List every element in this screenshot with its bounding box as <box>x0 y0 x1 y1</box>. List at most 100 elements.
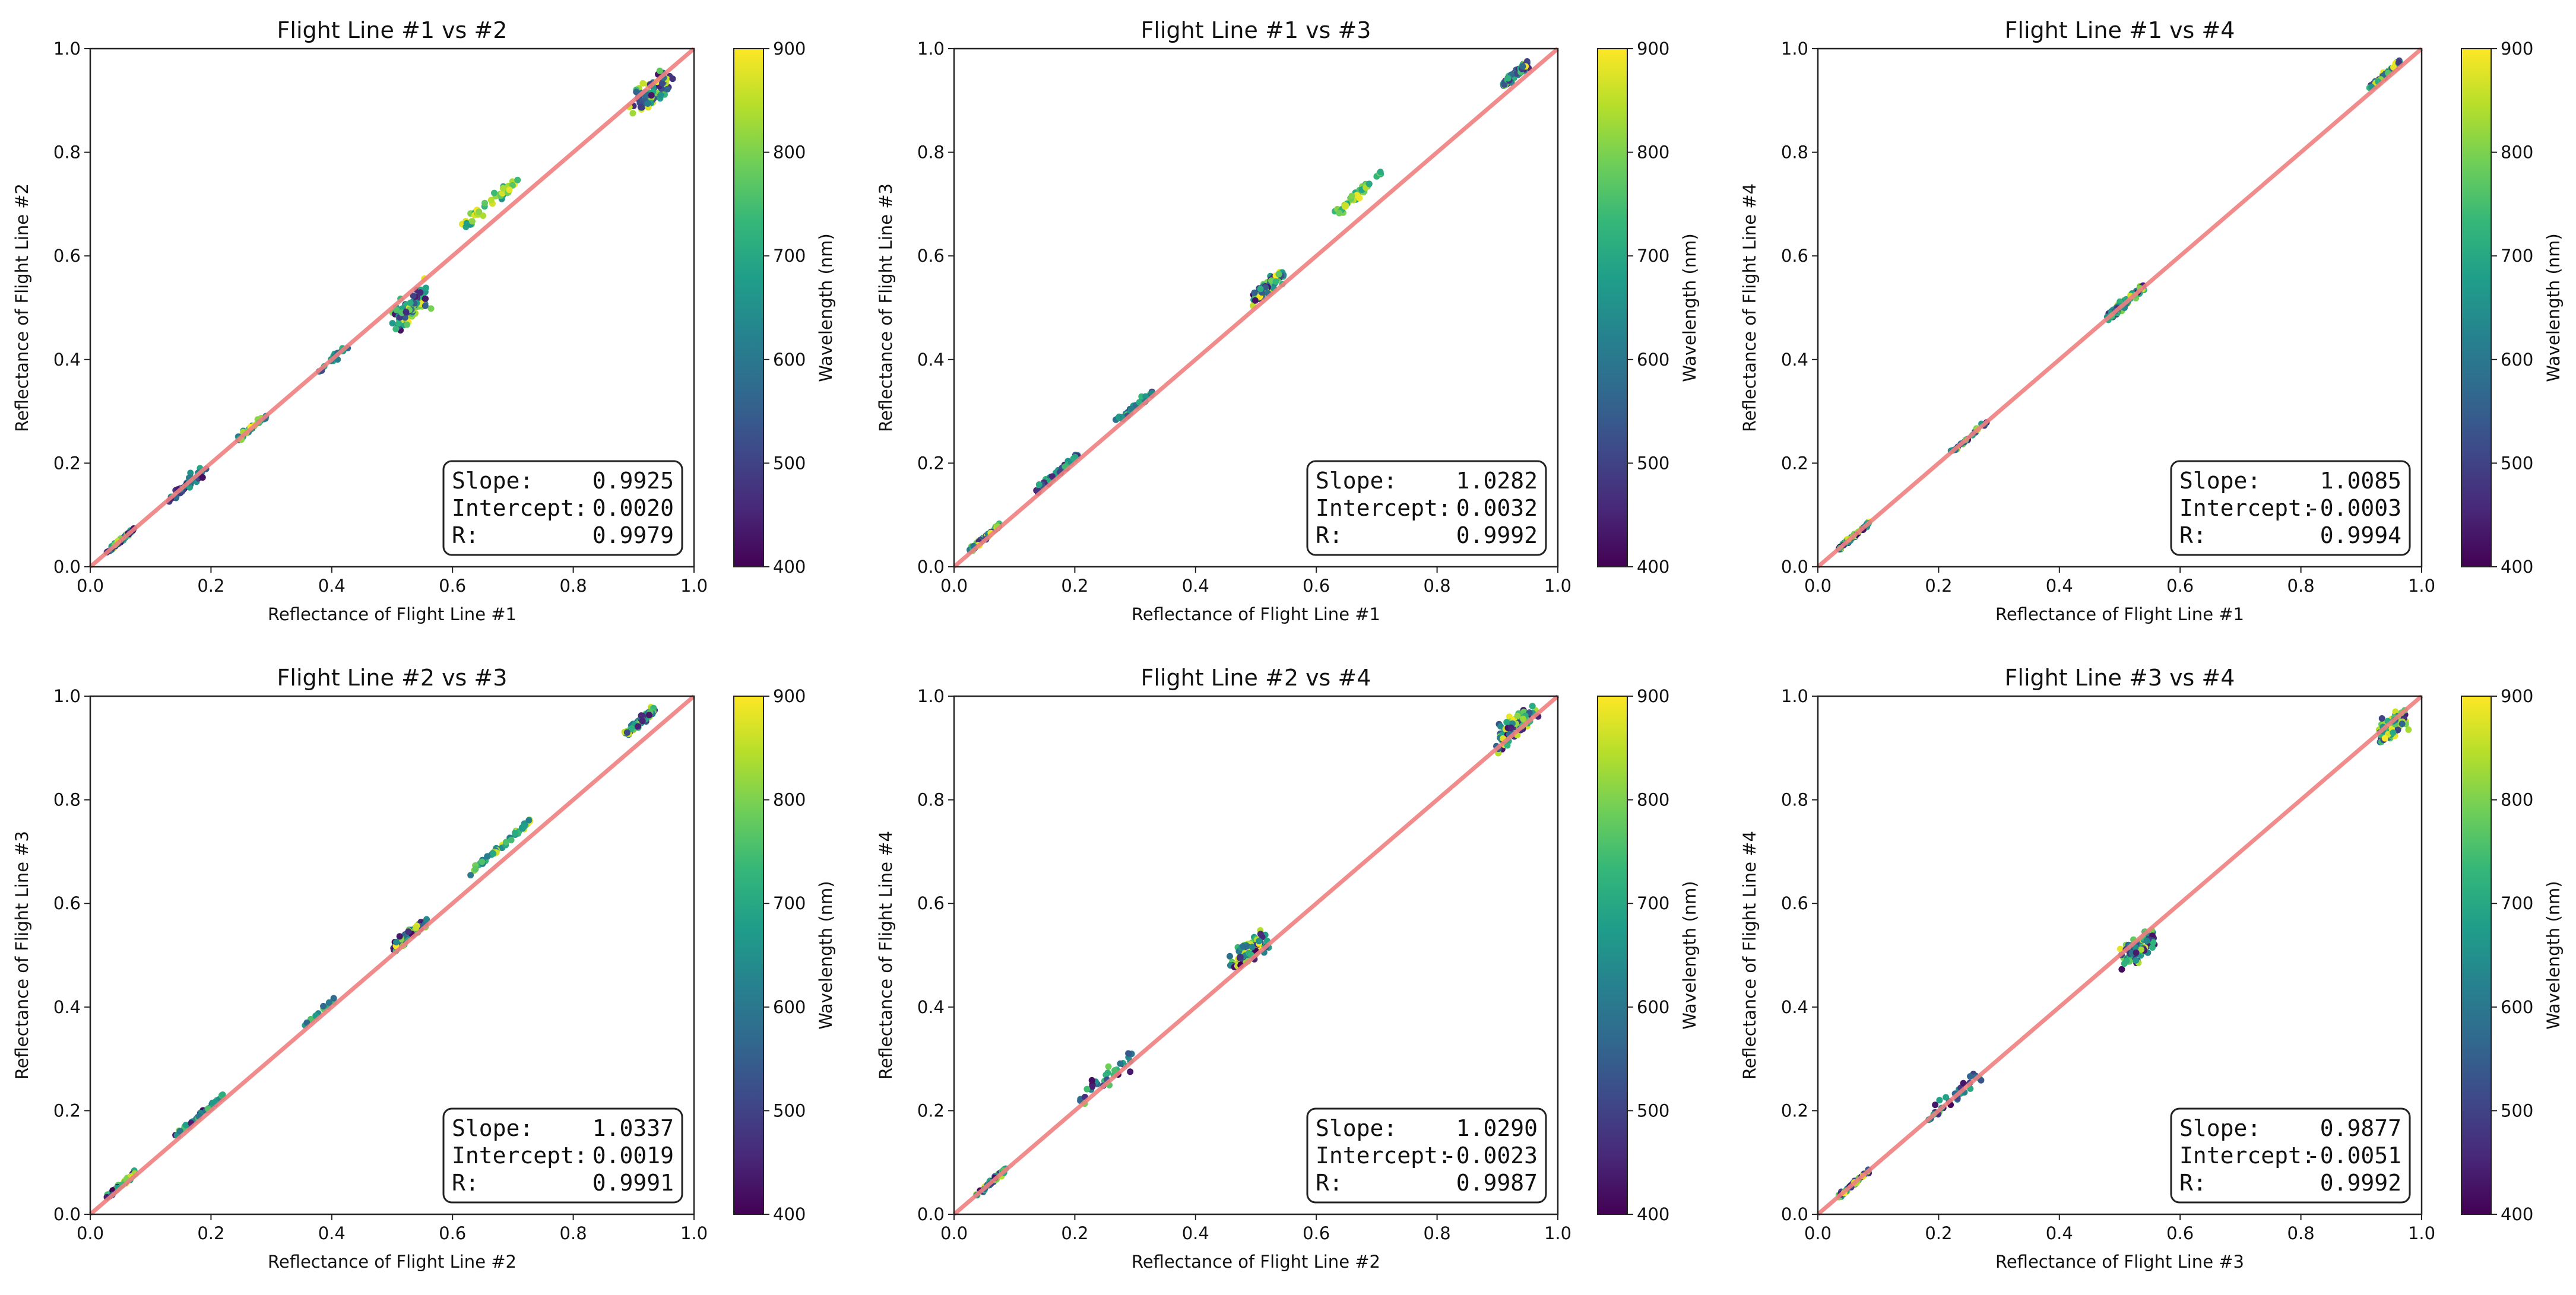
data-point <box>638 712 645 719</box>
stats-label-slope: Slope: <box>452 468 533 494</box>
x-tick-label: 0.8 <box>2287 576 2315 596</box>
colorbar-tick-label: 700 <box>1637 893 1669 913</box>
subplot-title: Flight Line #1 vs #2 <box>277 17 508 43</box>
data-point <box>1529 703 1536 710</box>
data-point <box>1256 938 1263 945</box>
x-tick-label: 0.4 <box>1182 1223 1209 1243</box>
data-point <box>648 92 655 99</box>
x-tick-label: 1.0 <box>1544 1223 1571 1243</box>
subplot-3: Flight Line #1 vs #4 0.00.0 0.2 0.2 0.4 0.4 0.… <box>1739 17 2564 624</box>
stats-label-slope: Slope: <box>1316 468 1397 494</box>
subplot-4: Flight Line #2 vs #3 0.00.0 0.2 0.2 0.4 0.4 0.… <box>12 665 836 1272</box>
data-point <box>521 823 528 830</box>
data-point <box>389 320 396 327</box>
colorbar-tick-label: 700 <box>1637 246 1669 266</box>
y-tick-label: 0.6 <box>53 246 81 266</box>
colorbar-label: Wavelength (nm) <box>1680 881 1700 1030</box>
y-tick-label: 0.2 <box>917 1100 945 1121</box>
data-point <box>393 306 400 313</box>
data-point <box>325 999 332 1006</box>
x-tick-label: 0.2 <box>1925 576 1952 596</box>
data-point <box>1049 473 1056 480</box>
y-tick-label: 1.0 <box>53 39 81 59</box>
data-point <box>646 712 652 719</box>
data-point <box>395 320 403 327</box>
colorbar-tick-label: 500 <box>773 1100 806 1121</box>
data-point <box>2118 966 2125 973</box>
data-point <box>199 474 206 481</box>
stats-value-intercept: -0.0023 <box>1443 1142 1538 1169</box>
y-tick-label: 1.0 <box>53 686 81 706</box>
y-tick-label: 0.6 <box>1781 893 1808 913</box>
colorbar-tick-label: 700 <box>2501 246 2533 266</box>
colorbar-gradient <box>1597 696 1628 1215</box>
y-tick-label: 1.0 <box>1781 39 1808 59</box>
x-tick-label: 0.4 <box>1182 576 1209 596</box>
data-point <box>2143 937 2150 944</box>
data-point <box>1257 931 1264 938</box>
data-point <box>2138 946 2145 953</box>
data-point <box>1348 192 1355 199</box>
data-point <box>1251 289 1258 296</box>
data-point <box>1083 1085 1091 1093</box>
data-point <box>410 293 417 299</box>
stats-label-slope: Slope: <box>2179 1115 2261 1141</box>
stats-value-intercept: -0.0003 <box>2306 495 2401 521</box>
colorbar-tick-label: 800 <box>773 142 806 163</box>
stats-box-frame <box>442 460 683 556</box>
data-point <box>176 1128 183 1135</box>
data-point <box>407 299 414 306</box>
colorbar-tick-label: 400 <box>1637 1204 1669 1224</box>
data-point <box>484 853 491 860</box>
x-tick-label: 0.8 <box>560 1223 587 1243</box>
stats-value-r: 0.9992 <box>2320 1170 2401 1196</box>
data-point <box>1035 481 1043 488</box>
stats-label-r: R: <box>452 522 479 548</box>
subplot-title: Flight Line #2 vs #4 <box>1141 665 1371 691</box>
data-point <box>499 190 506 197</box>
x-tick-label: 0.0 <box>77 1223 104 1243</box>
colorbar-tick-label: 400 <box>2501 557 2533 577</box>
data-point <box>1237 953 1244 960</box>
data-point <box>1111 1067 1118 1074</box>
x-tick-label: 0.6 <box>1303 576 1330 596</box>
one-to-one-line <box>952 694 1560 1216</box>
data-point <box>2398 720 2406 728</box>
data-point <box>2405 726 2412 733</box>
data-point <box>480 212 487 219</box>
colorbar-tick-label: 900 <box>1637 39 1669 59</box>
y-tick-label: 0.8 <box>53 142 81 163</box>
stats-label-slope: Slope: <box>2179 468 2261 494</box>
data-point <box>639 80 647 87</box>
data-point <box>1967 1073 1973 1080</box>
data-point <box>1978 1077 1985 1084</box>
colorbar-tick-label: 500 <box>1637 1100 1669 1121</box>
x-tick-label: 0.6 <box>2166 576 2194 596</box>
colorbar: 400 500 600 700 800 900 Wavelength (nm) <box>1597 686 1700 1224</box>
colorbar-tick-label: 800 <box>773 790 806 810</box>
colorbar-tick-label: 700 <box>773 246 806 266</box>
x-tick-label: 0.6 <box>2166 1223 2194 1243</box>
colorbar: 400 500 600 700 800 900 Wavelength (nm) <box>2461 39 2564 577</box>
colorbar-tick-label: 700 <box>2501 893 2533 913</box>
data-point <box>1936 1097 1943 1104</box>
data-point <box>1127 405 1135 412</box>
data-point <box>422 302 429 309</box>
x-tick-label: 0.2 <box>197 1223 224 1243</box>
data-point <box>219 1091 226 1098</box>
stats-label-intercept: Intercept: <box>452 495 588 521</box>
y-tick-label: 0.2 <box>1781 453 1808 473</box>
data-point <box>1507 724 1514 731</box>
x-tick-label: 1.0 <box>680 576 708 596</box>
stats-box-frame <box>1306 460 1547 556</box>
data-point <box>1244 942 1250 950</box>
x-tick-label: 0.4 <box>318 1223 346 1243</box>
data-point <box>1125 1050 1132 1057</box>
stats-label-intercept: Intercept: <box>1316 495 1452 521</box>
x-tick-label: 0.0 <box>1804 576 1832 596</box>
data-point <box>656 67 663 74</box>
plot-frame <box>1817 47 2423 568</box>
data-point <box>393 938 400 945</box>
data-point <box>472 866 479 872</box>
